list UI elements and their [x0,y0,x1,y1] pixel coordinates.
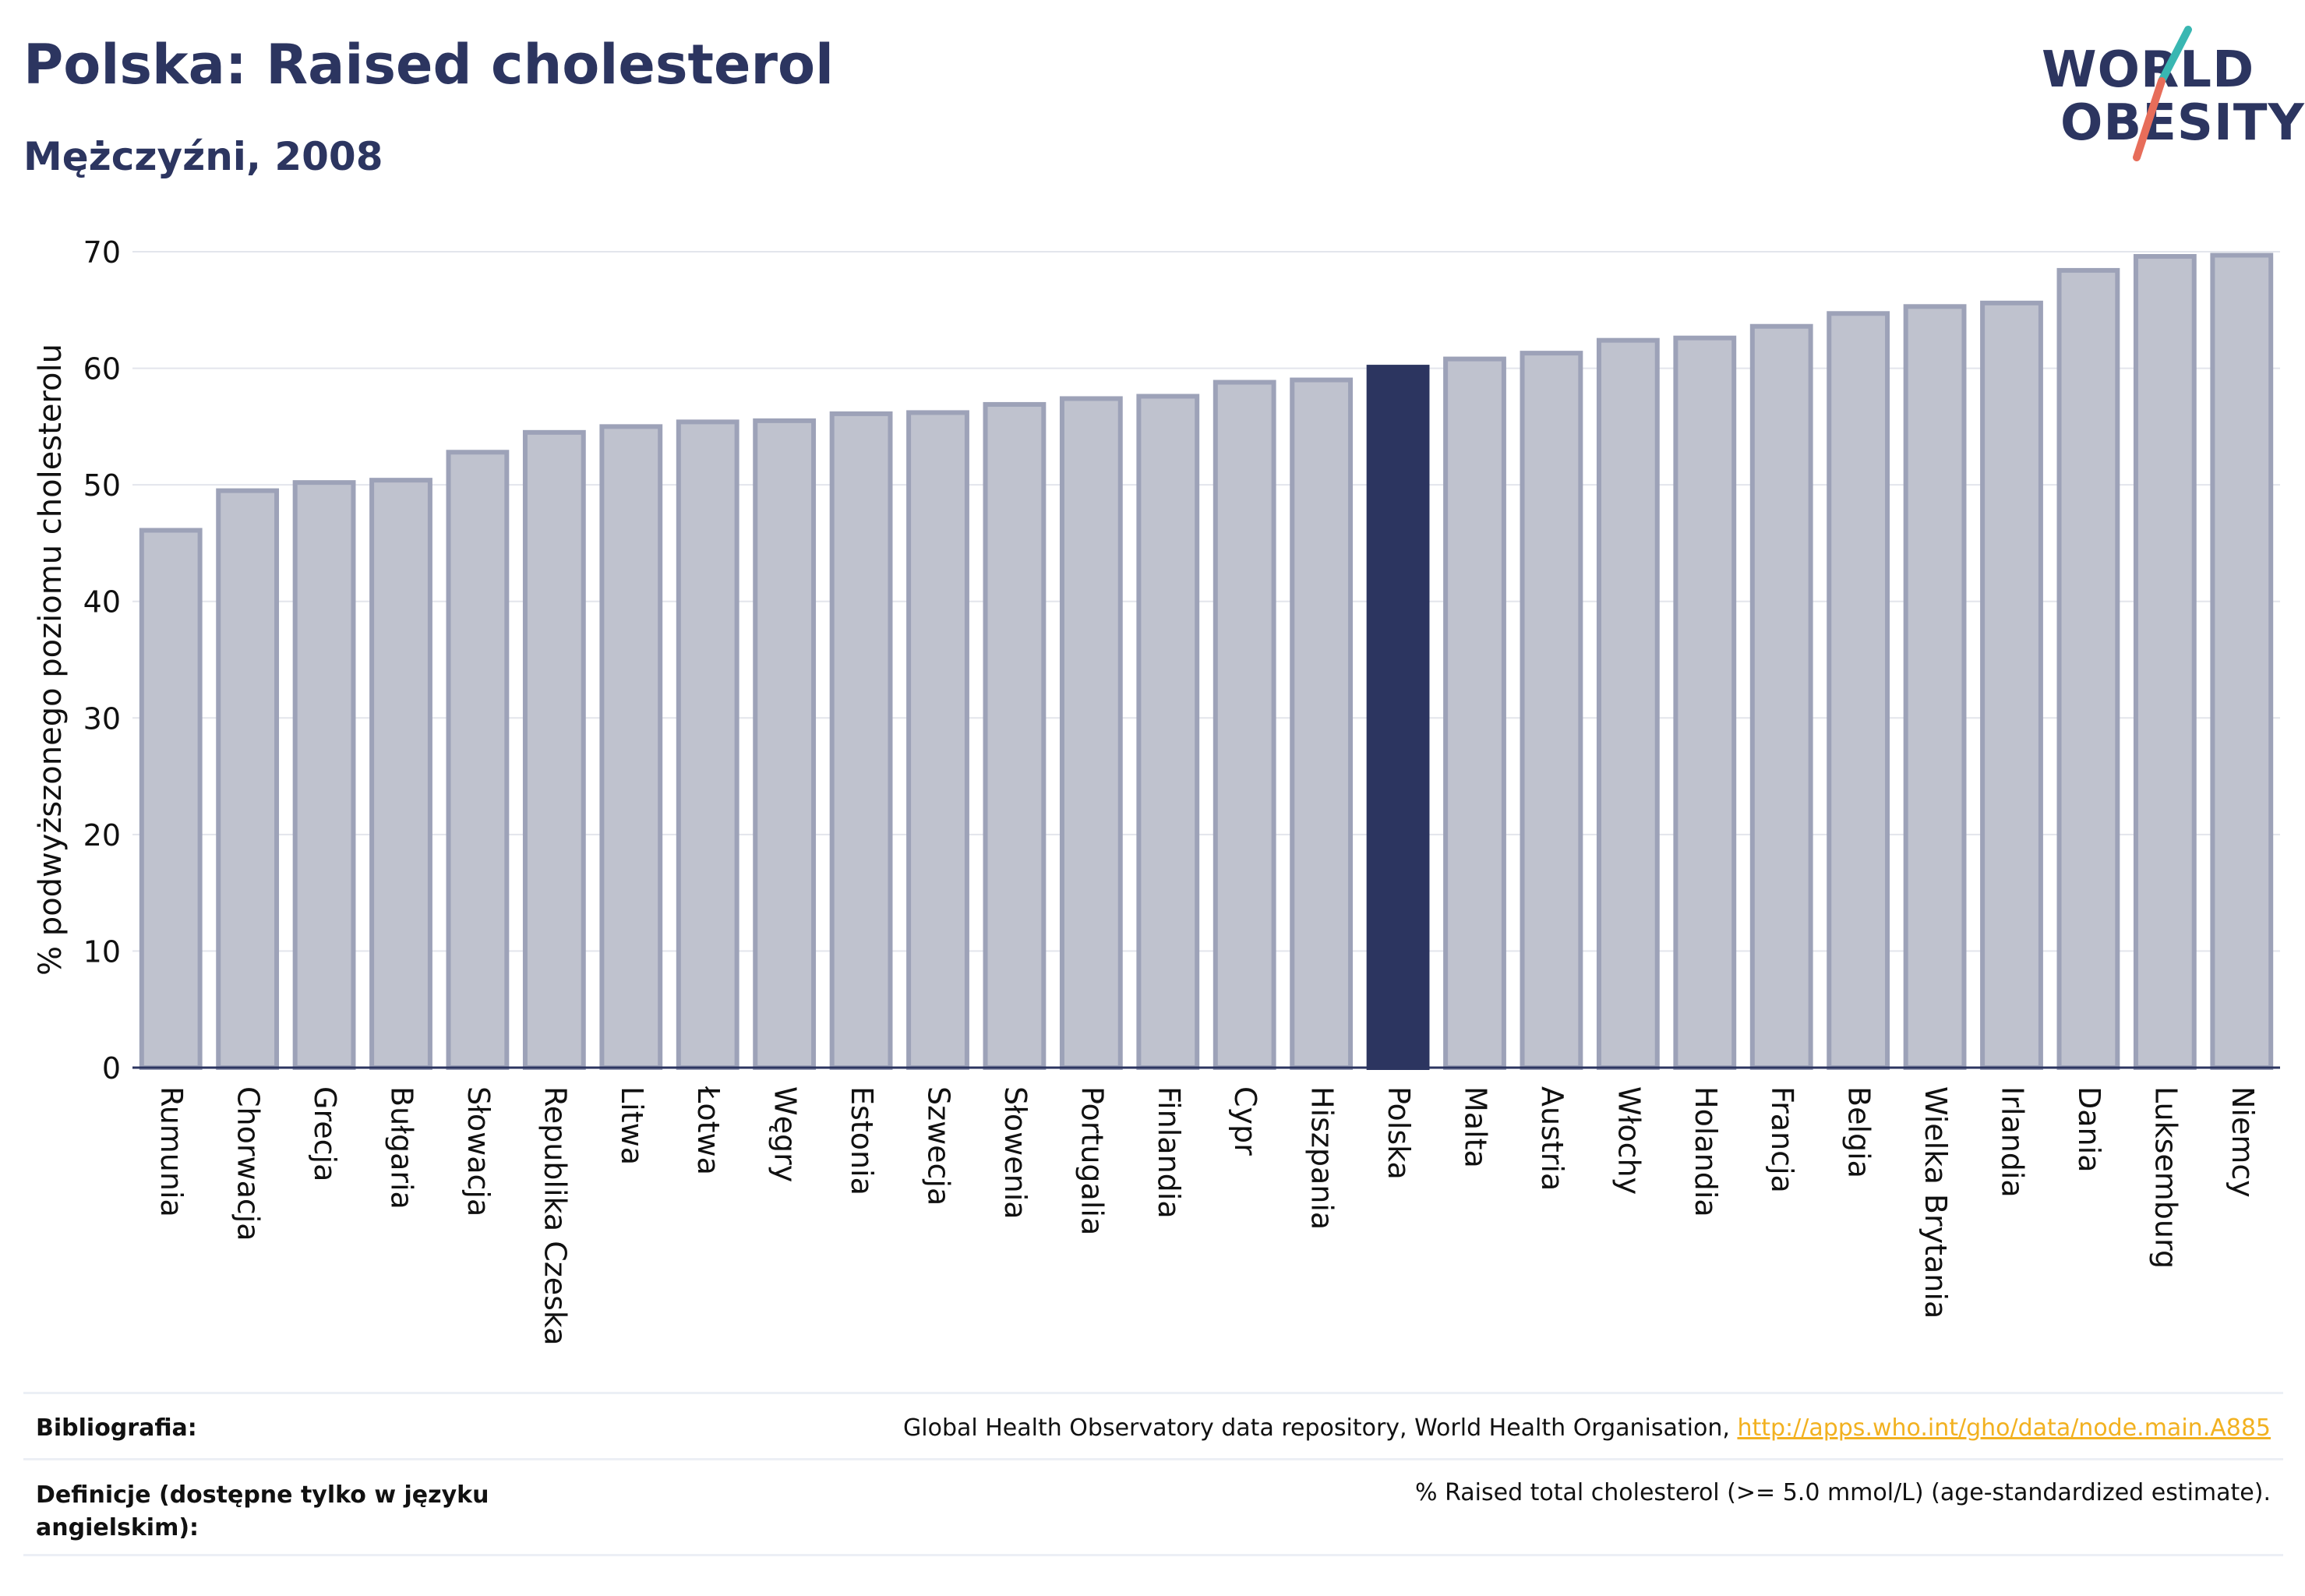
logo-slash-icon [2133,26,2192,161]
bibliography-label: Bibliografia: [36,1414,197,1442]
x-tick-label: Wielka Brytania [1918,1086,1953,1319]
y-tick-label: 40 [83,585,121,620]
bar [1903,304,1967,1070]
bar [1136,394,1200,1070]
world-obesity-logo: WORLD OBESITY [2034,23,2304,164]
x-tick-label: Grecja [308,1086,342,1181]
definition-value: % Raised total cholesterol (>= 5.0 mmol/… [1415,1479,2271,1506]
y-tick-label: 10 [83,934,121,969]
x-tick-label: Irlandia [1996,1086,2030,1198]
bar [1749,323,1813,1070]
x-tick-labels: Rumunia Chorwacja Grecja Bułgaria Słowacja Re… [132,1066,2280,1346]
page-subtitle: Mężczyźni, 2008 [23,134,383,179]
x-tick-label: Łotwa [691,1086,725,1175]
bar [1443,356,1506,1070]
bar [446,450,510,1070]
bibliography-value: Global Health Observatory data repositor… [903,1414,2271,1442]
y-tick-label: 0 [102,1051,121,1086]
bar [1290,377,1354,1070]
y-tick-label: 30 [83,701,121,736]
bar [1980,300,2043,1071]
y-axis-label: % podwyższonego poziomu cholesterolu [33,344,69,976]
y-tick-label: 70 [83,235,121,270]
y-tick-label: 50 [83,468,121,503]
bar [906,410,969,1070]
bibliography-text: Global Health Observatory data repositor… [903,1414,1738,1442]
x-tick-label: Bułgaria [385,1086,419,1209]
bar [676,419,740,1070]
footer: Bibliografia: Global Health Observatory … [23,1392,2283,1556]
x-tick-label: Polska [1382,1086,1416,1180]
x-tick-label: Francja [1765,1086,1799,1193]
x-tick-label: Holandia [1689,1086,1723,1217]
x-tick-label: Malta [1459,1086,1493,1168]
x-tick-label: Rumunia [154,1086,189,1217]
x-tick-label: Finlandia [1152,1086,1186,1219]
x-tick-label: Estonia [845,1086,879,1195]
definition-label: Definicje (dostępne tylko w języku angie… [36,1481,489,1541]
bar [522,429,586,1070]
bar [599,424,663,1070]
bar [983,401,1047,1070]
bar [1673,335,1737,1070]
page-title: Polska: Raised cholesterol [23,33,835,97]
x-tick-label: Chorwacja [231,1086,266,1241]
bars [139,252,2274,1071]
bar [1520,351,1583,1070]
x-tick-label: Słowacja [461,1086,496,1216]
bar [2210,252,2274,1070]
bar [1596,337,1660,1071]
bar [216,488,280,1070]
bar [2056,267,2120,1070]
x-tick-label: Austria [1535,1086,1569,1191]
bar [139,528,203,1070]
logo-line2: OBESITY [2060,94,2305,152]
bar [1213,380,1276,1070]
x-tick-label: Szwecja [922,1086,956,1206]
x-tick-label: Belgia [1842,1086,1876,1178]
x-tick-label: Słowenia [998,1086,1032,1220]
bar [292,480,356,1070]
bar [829,411,893,1070]
bar [753,418,817,1070]
x-tick-label: Luksemburg [2148,1086,2183,1269]
y-tick-labels: 0 10 20 30 40 50 60 70 [83,235,121,1086]
x-tick-label: Litwa [615,1086,649,1165]
bar [369,478,432,1070]
y-tick-label: 60 [83,352,121,387]
bar-highlight [1366,365,1430,1070]
x-tick-label: Niemcy [2226,1086,2260,1198]
bibliography-row: Bibliografia: Global Health Observatory … [23,1392,2283,1458]
bar [1827,311,1890,1071]
y-tick-label: 20 [83,818,121,853]
x-tick-label: Portugalia [1075,1086,1109,1235]
bar [1059,396,1123,1070]
x-tick-label: Republika Czeska [538,1086,572,1346]
x-tick-label: Hiszpania [1305,1086,1340,1230]
definition-row: Definicje (dostępne tylko w języku angie… [23,1458,2283,1556]
bibliography-link[interactable]: http://apps.who.int/gho/data/node.main.A… [1737,1414,2271,1442]
bar [2133,253,2197,1070]
x-tick-label: Dania [2072,1086,2106,1172]
bar-chart: 0 10 20 30 40 50 60 70 Rumunia Chorwacja Grecja Bu… [33,235,2280,1346]
x-tick-label: Włochy [1611,1086,1646,1195]
logo-line1: WORLD [2042,41,2255,99]
x-tick-label: Cypr [1228,1086,1262,1156]
x-tick-label: Węgry [768,1086,803,1182]
